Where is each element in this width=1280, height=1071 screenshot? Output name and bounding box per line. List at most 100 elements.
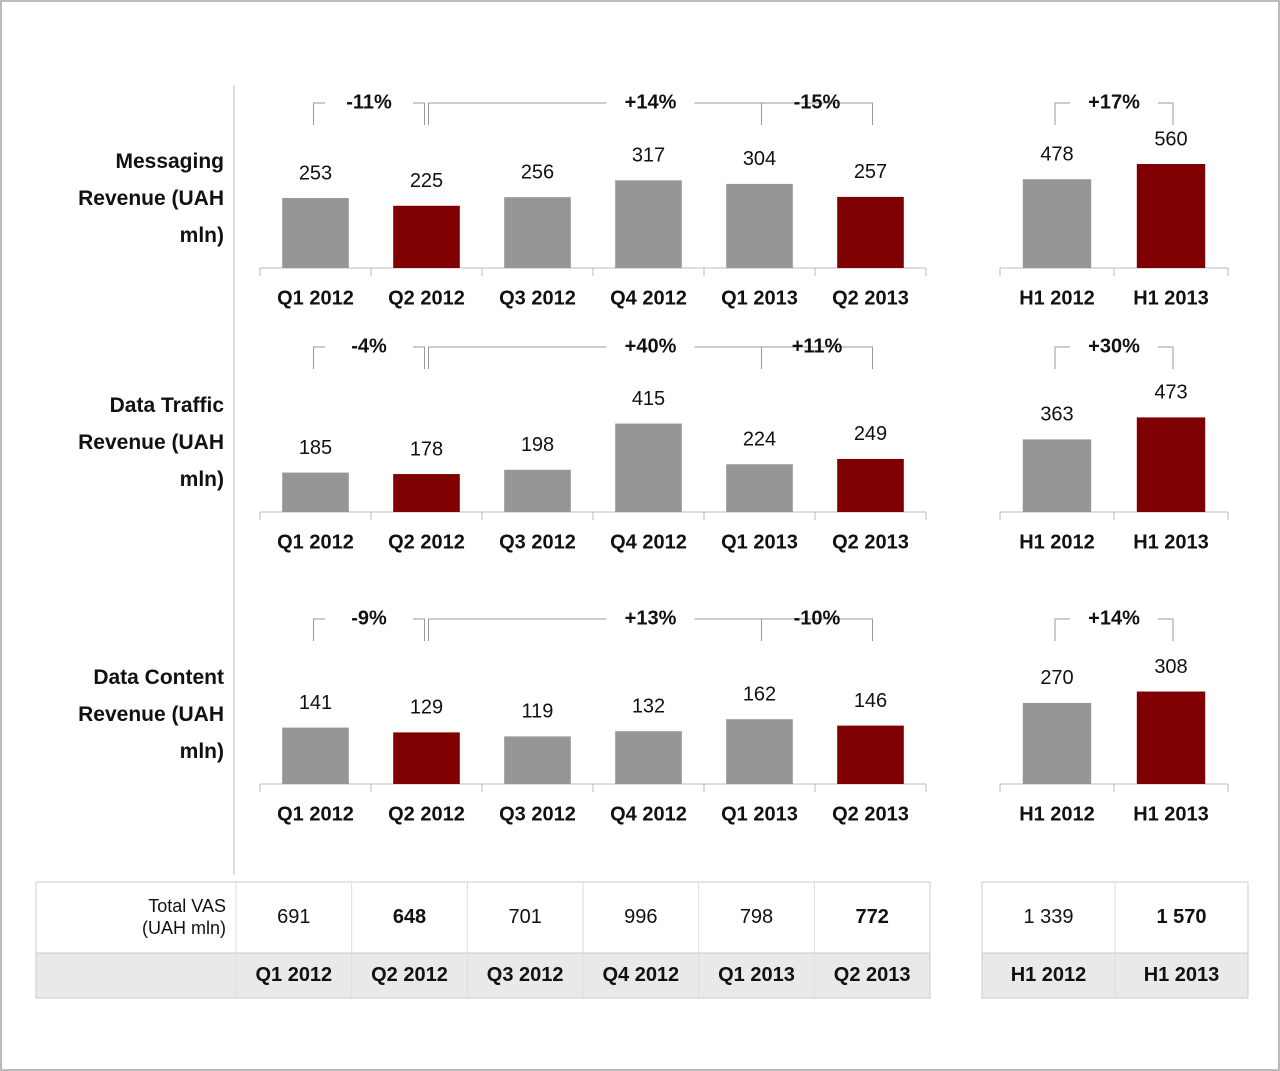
value-label: 560 — [1154, 128, 1187, 150]
x-tick-label: Q3 2012 — [499, 803, 576, 825]
table-column-header: Q2 2013 — [834, 964, 911, 986]
change-label: +14% — [625, 91, 677, 113]
change-label: -11% — [346, 91, 392, 113]
value-label: 178 — [410, 438, 443, 460]
value-label: 257 — [854, 161, 887, 183]
change-label: -10% — [794, 607, 841, 629]
bar — [504, 197, 571, 268]
table-value: 772 — [855, 906, 888, 928]
bar — [726, 464, 793, 512]
value-label: 415 — [632, 388, 665, 410]
change-label: +13% — [625, 607, 677, 629]
x-tick-label: Q1 2012 — [277, 287, 354, 309]
bar — [393, 474, 460, 512]
x-tick-label: Q3 2012 — [499, 287, 576, 309]
bracket — [313, 346, 425, 369]
bar — [1136, 417, 1206, 512]
bar — [282, 472, 349, 512]
x-tick-label: Q1 2012 — [277, 803, 354, 825]
value-label: 224 — [743, 429, 776, 451]
row-label: Messaging Revenue (UAH mln) — [78, 150, 224, 247]
value-label: 129 — [410, 697, 443, 719]
table-value: 1 339 — [1023, 906, 1073, 928]
value-label: 308 — [1154, 656, 1187, 678]
x-tick-label: Q4 2012 — [610, 531, 687, 553]
table-cell — [35, 881, 931, 954]
bar — [504, 736, 571, 784]
change-label: -4% — [351, 335, 387, 357]
bar — [837, 725, 904, 784]
value-label: 119 — [522, 701, 554, 723]
x-tick-label: Q2 2012 — [388, 803, 465, 825]
bracket — [1054, 618, 1174, 641]
bar — [837, 458, 904, 512]
change-label: +14% — [1088, 607, 1140, 629]
x-tick-label: Q1 2013 — [721, 803, 798, 825]
table-value: 996 — [624, 906, 657, 928]
x-tick-label: H1 2012 — [1019, 287, 1095, 309]
x-tick-label: Q1 2012 — [277, 531, 354, 553]
change-label: +30% — [1088, 335, 1140, 357]
change-label: -15% — [794, 91, 841, 113]
x-tick-label: H1 2012 — [1019, 803, 1095, 825]
bar — [726, 719, 793, 784]
bar — [393, 732, 460, 784]
bar — [1022, 439, 1092, 512]
x-tick-label: Q2 2012 — [388, 531, 465, 553]
value-label: 141 — [299, 692, 332, 714]
table-header — [35, 952, 931, 999]
value-label: 249 — [854, 423, 887, 445]
x-tick-label: Q3 2012 — [499, 531, 576, 553]
bracket — [1054, 102, 1174, 125]
bar — [615, 180, 682, 268]
x-tick-label: H1 2013 — [1133, 531, 1209, 553]
value-label: 256 — [521, 161, 554, 183]
bar — [504, 469, 571, 512]
bracket — [761, 346, 873, 369]
table-column-header: Q3 2012 — [487, 964, 564, 986]
bar — [726, 183, 793, 268]
x-tick-label: Q2 2013 — [832, 803, 909, 825]
value-label: 478 — [1040, 144, 1073, 166]
change-label: +17% — [1088, 91, 1140, 113]
bar — [393, 205, 460, 268]
change-label: +11% — [792, 335, 843, 357]
table-column-header: Q4 2012 — [602, 964, 679, 986]
value-label: 473 — [1154, 382, 1187, 404]
value-label: 146 — [854, 690, 887, 712]
bar — [837, 196, 904, 268]
bar — [615, 423, 682, 512]
x-tick-label: Q4 2012 — [610, 287, 687, 309]
x-tick-label: Q2 2012 — [388, 287, 465, 309]
x-tick-label: H1 2013 — [1133, 803, 1209, 825]
bar — [1022, 702, 1092, 784]
bar — [1136, 164, 1206, 268]
table-row-label: Total VAS (UAH mln) — [142, 896, 226, 938]
table-column-header: H1 2012 — [1011, 964, 1087, 986]
value-label: 253 — [299, 162, 332, 184]
table-column-header: Q1 2013 — [718, 964, 795, 986]
row-label: Data Content Revenue (UAH mln) — [78, 666, 224, 763]
bar — [282, 727, 349, 784]
x-tick-label: Q4 2012 — [610, 803, 687, 825]
bar — [282, 198, 349, 268]
value-label: 317 — [632, 145, 665, 167]
table-column-header: H1 2013 — [1144, 964, 1220, 986]
value-label: 198 — [521, 434, 554, 456]
x-tick-label: Q2 2013 — [832, 531, 909, 553]
change-label: +40% — [625, 335, 677, 357]
bracket — [761, 102, 873, 125]
bar — [1022, 179, 1092, 268]
x-tick-label: Q1 2013 — [721, 531, 798, 553]
table-column-header: Q1 2012 — [255, 964, 332, 986]
table-column-header: Q2 2012 — [371, 964, 448, 986]
value-label: 304 — [743, 148, 776, 170]
value-label: 132 — [632, 695, 665, 717]
bracket — [761, 618, 873, 641]
bar — [1136, 691, 1206, 784]
value-label: 363 — [1040, 404, 1073, 426]
table-value: 648 — [393, 906, 426, 928]
